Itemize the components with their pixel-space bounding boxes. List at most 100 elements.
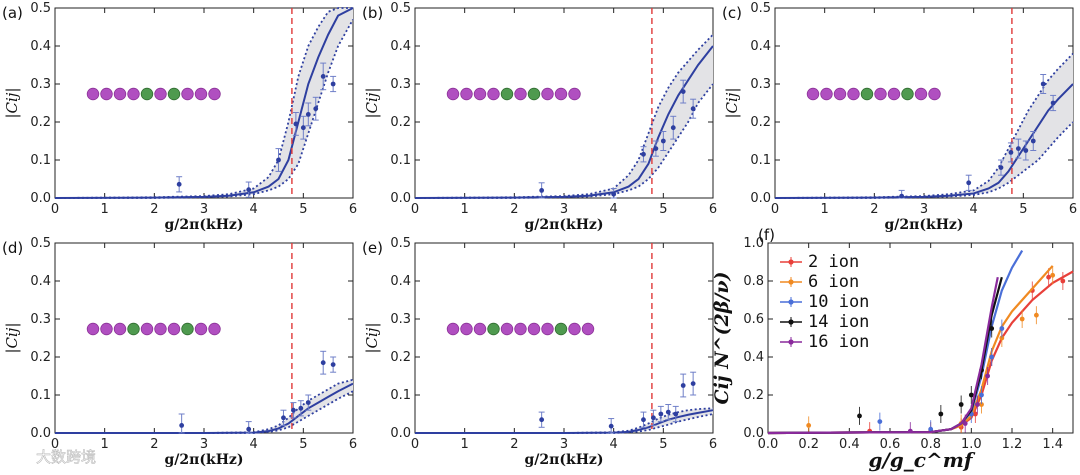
- x-tick-label: 1.4: [1042, 437, 1063, 452]
- x-tick-label: 6: [709, 202, 717, 217]
- ion-purple: [446, 87, 460, 101]
- ion-green: [901, 87, 914, 101]
- ion-purple: [113, 322, 127, 336]
- data-point: [928, 426, 934, 432]
- panel-label: (f): [758, 226, 775, 244]
- data-point: [179, 423, 185, 428]
- x-tick-label: 1: [101, 202, 109, 217]
- ion-purple: [928, 87, 941, 101]
- legend-marker: [788, 259, 794, 265]
- panel-a: 0 1 2 3 4 5 6 0.0 0.1 0.2 0.3 0.4 0.5 (a) g/2π(kHz) |Ci…: [2, 1, 357, 233]
- y-axis-label: |Cij|: [363, 87, 381, 118]
- panel-label: (d): [2, 239, 23, 257]
- data-point: [975, 402, 980, 407]
- ion-purple: [113, 87, 127, 101]
- panel-label: (e): [362, 239, 383, 257]
- data-point: [1019, 316, 1025, 322]
- x-tick-label: 0.8: [920, 437, 941, 452]
- x-tick-label: 1: [461, 202, 469, 217]
- data-point: [1060, 278, 1066, 284]
- y-tick-label: 0.4: [30, 39, 51, 54]
- data-point: [1050, 272, 1056, 278]
- y-tick-label: 0.3: [30, 77, 51, 92]
- y-tick-label: 0.3: [390, 77, 411, 92]
- data-point: [641, 151, 646, 157]
- legend-label: 16 ion: [808, 332, 869, 352]
- data-point: [985, 373, 990, 379]
- y-tick-label: 0.2: [390, 350, 411, 365]
- data-point: [176, 181, 182, 187]
- x-tick-label: 1: [101, 437, 109, 452]
- y-tick-label: 0.0: [750, 191, 771, 206]
- data-point: [1050, 100, 1056, 106]
- x-tick-label: 4: [250, 202, 258, 217]
- data-point: [291, 407, 296, 413]
- data-point: [330, 81, 336, 87]
- data-point: [680, 383, 686, 388]
- panel-label: (a): [2, 4, 23, 22]
- data-point: [1023, 148, 1029, 153]
- legend-label: 10 ion: [808, 292, 869, 312]
- x-tick-label: 5: [659, 437, 667, 452]
- plot-frame: [774, 7, 1074, 199]
- legend-label: 2 ion: [808, 252, 859, 272]
- x-axis-label: g/2π(kHz): [164, 217, 243, 233]
- y-tick-label: 0.5: [390, 1, 411, 16]
- ion-purple: [473, 87, 487, 101]
- data-point: [660, 138, 666, 144]
- ion-purple: [514, 322, 527, 336]
- y-axis-label: |Cij|: [3, 322, 21, 353]
- data-point: [611, 191, 617, 197]
- ion-green: [167, 87, 181, 101]
- theory-curve: [774, 83, 1074, 199]
- x-tick-label: 2: [150, 202, 158, 217]
- x-tick-label: 3: [920, 202, 928, 217]
- data-point: [989, 354, 995, 360]
- theory-curve: [55, 382, 354, 434]
- x-tick-label: 6: [349, 437, 357, 452]
- ion-purple: [86, 322, 100, 336]
- data-point: [320, 74, 326, 79]
- ion-purple: [527, 322, 541, 336]
- data-point: [670, 125, 676, 131]
- panel-label: (c): [722, 4, 742, 22]
- ion-purple: [100, 322, 113, 336]
- data-point: [1030, 138, 1036, 144]
- data-point: [539, 417, 545, 423]
- y-tick-label: 0.1: [750, 153, 771, 168]
- ion-purple: [154, 322, 167, 336]
- data-point: [899, 193, 905, 199]
- ion-purple: [154, 87, 167, 101]
- ion-purple: [208, 87, 221, 101]
- x-tick-label: 3: [560, 202, 568, 217]
- legend-marker: [788, 319, 794, 325]
- data-point: [658, 411, 664, 417]
- data-point: [300, 125, 306, 131]
- x-tick-label: 5: [299, 202, 307, 217]
- panel-d: 0 1 2 3 4 5 6 0.0 0.1 0.2 0.3 0.4 0.5 (d) g/2π(kHz) |Ci…: [2, 236, 357, 468]
- ion-purple: [167, 322, 181, 336]
- ion-purple: [514, 87, 527, 101]
- data-point: [907, 428, 913, 434]
- data-point: [938, 411, 944, 417]
- x-tick-label: 5: [299, 437, 307, 452]
- panel-e: 0 1 2 3 4 5 6 0.0 0.1 0.2 0.3 0.4 0.5 (e) g/2π(kHz) |Ci…: [362, 236, 717, 468]
- legend-label: 14 ion: [808, 312, 869, 332]
- ion-purple: [887, 87, 901, 101]
- ion-purple: [568, 322, 581, 336]
- y-tick-label: 0.4: [30, 274, 51, 289]
- y-tick-label: 0.1: [30, 153, 51, 168]
- data-point: [298, 405, 304, 411]
- ion-green: [127, 322, 140, 336]
- x-tick-label: 4: [610, 437, 618, 452]
- x-axis-label: g/2π(kHz): [164, 452, 243, 468]
- series-curve: [767, 276, 999, 435]
- data-point: [651, 415, 656, 421]
- y-tick-label: 0.1: [30, 388, 51, 403]
- ion-green: [527, 87, 541, 101]
- legend-marker: [788, 339, 794, 345]
- data-point: [608, 423, 614, 429]
- x-tick-label: 2: [150, 437, 158, 452]
- x-tick-label: 0: [411, 202, 419, 217]
